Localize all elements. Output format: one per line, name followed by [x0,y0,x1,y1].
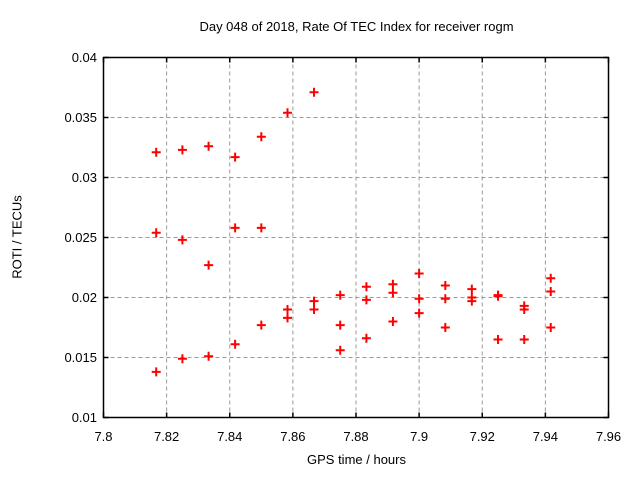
x-tick-label: 7.82 [153,429,180,444]
chart-title: Day 048 of 2018, Rate Of TEC Index for r… [199,19,514,34]
y-tick-label: 0.03 [71,170,97,185]
y-tick-label: 0.035 [64,110,97,125]
data-point [546,273,556,283]
data-point [388,317,398,326]
x-tick-label: 7.8 [94,429,113,444]
data-point [519,335,529,344]
data-point [493,291,503,301]
data-point [361,333,371,343]
data-point [230,339,240,349]
y-tick-label: 0.02 [71,290,97,305]
data-point [309,87,319,97]
data-point [414,269,424,278]
data-point [467,296,477,306]
data-point [151,367,161,377]
data-point [519,305,529,314]
data-point [414,294,424,304]
data-point [388,288,398,298]
data-point [283,305,293,314]
data-point [361,295,371,305]
x-tick-label: 7.88 [343,429,369,444]
x-tick-label: 7.9 [410,429,429,444]
data-point [493,335,503,344]
y-tick-label: 0.015 [64,350,97,365]
data-point [256,320,266,330]
data-point [177,145,187,155]
x-tick-label: 7.86 [280,429,306,444]
data-point [361,282,371,292]
data-point [151,228,161,238]
data-point [467,284,477,294]
data-point [283,313,293,323]
data-point [177,235,187,245]
data-point [230,152,240,162]
data-point [546,287,556,296]
data-point [230,223,240,233]
y-tick-label: 0.04 [71,50,97,65]
data-point [256,223,266,233]
data-point [414,308,424,318]
data-point [151,147,161,157]
x-tick-label: 7.84 [217,429,243,444]
x-axis-label: GPS time / hours [307,452,406,467]
x-tick-label: 7.94 [532,429,559,444]
data-point [440,323,450,332]
data-point [283,108,293,118]
data-point [204,141,214,151]
data-point [440,281,450,290]
data-point [335,320,345,330]
data-point [309,296,319,306]
x-tick-label: 7.96 [595,429,622,444]
data-point [546,323,556,332]
data-point [204,260,214,270]
data-point [204,351,214,361]
y-tick-label: 0.025 [64,230,97,245]
data-point [256,132,266,142]
y-tick-label: 0.01 [71,410,97,425]
data-point [440,294,450,304]
data-point [335,290,345,300]
x-tick-label: 7.92 [469,429,495,444]
data-point [177,354,187,364]
data-point [388,279,398,289]
data-point [335,345,345,355]
data-point [309,305,319,314]
